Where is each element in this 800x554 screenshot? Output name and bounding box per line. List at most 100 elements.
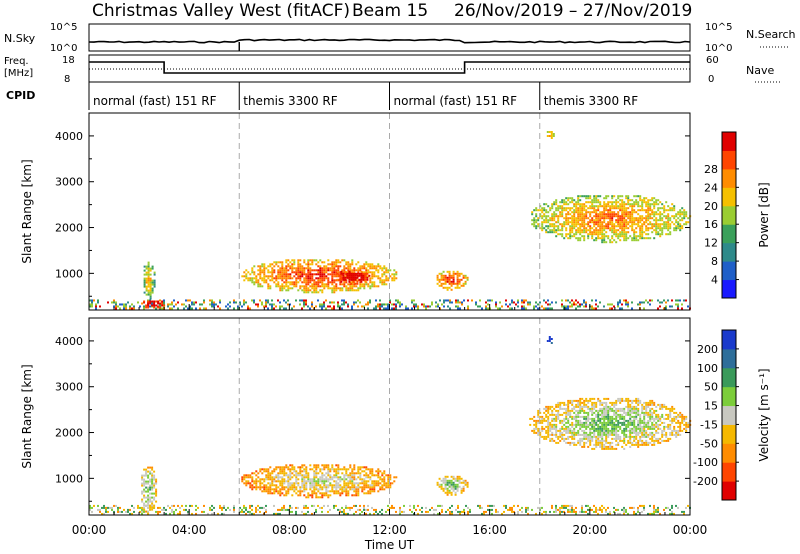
echo-cell [581,225,584,228]
echo-cell [557,405,560,408]
echo-cell [623,441,626,444]
echo-cell [391,277,394,280]
scatter-cell [537,307,539,310]
scatter-cell [185,305,187,308]
echo-cell [565,431,568,434]
scatter-cell [461,301,463,304]
scatter-cell [585,301,587,304]
echo-cell [635,411,638,414]
echo-cell [458,479,461,482]
echo-cell [623,423,626,426]
scatter-cell [607,303,609,306]
echo-cell [593,207,596,210]
echo-cell [147,494,150,497]
echo-cell [353,271,356,274]
scatter-cell [363,506,365,509]
echo-cell [283,472,286,475]
scatter-cell [571,303,573,306]
echo-cell [151,291,154,294]
echo-cell [285,285,288,288]
echo-cell [362,276,365,279]
echo-cell [657,439,660,442]
echo-cell [575,217,578,220]
scatter-cell [579,510,581,513]
echo-cell [283,468,286,471]
echo-cell [609,229,612,232]
echo-cell [619,233,622,236]
echo-cell [607,223,610,226]
echo-cell [635,425,638,428]
echo-cell [647,219,650,222]
scatter-cell [191,303,193,306]
echo-cell [551,425,554,428]
echo-cell [585,405,588,408]
echo-cell [571,441,574,444]
echo-cell [615,401,618,404]
echo-cell [347,289,350,292]
echo-cell [651,403,654,406]
echo-cell [331,283,334,286]
echo-cell [295,476,298,479]
echo-cell [311,468,314,471]
echo-cell [359,472,362,475]
echo-cell [381,279,384,282]
scatter-cell [563,305,565,308]
echo-cell [456,276,459,279]
echo-cell [647,215,650,218]
echo-cell [625,423,628,426]
echo-cell [442,276,445,279]
scatter-cell [641,504,643,507]
echo-cell [683,209,686,212]
echo-cell [335,263,338,266]
echo-cell [289,275,292,278]
echo-cell [387,478,390,481]
echo-cell [389,476,392,479]
cpid-panel: CPID normal (fast) 151 RF themis 3300 RF n… [6,82,638,110]
echo-cell [261,472,264,475]
scatter-cell [125,303,127,306]
echo-cell [446,481,449,484]
echo-cell [319,476,322,479]
echo-cell [362,272,365,275]
echo-cell [651,399,654,402]
scatter-cell [595,510,597,513]
echo-cell [615,427,618,430]
echo-cell [679,223,682,226]
echo-cell [317,496,320,499]
echo-cell [573,423,576,426]
echo-cell [291,259,294,262]
echo-cell [367,285,370,288]
echo-cell [143,291,146,294]
echo-cell [325,269,328,272]
echo-cell [543,221,546,224]
echo-cell [257,269,260,272]
echo-cell [597,431,600,434]
scatter-cell [387,305,389,308]
echo-cell [681,217,684,220]
echo-cell [615,203,618,206]
echo-cell [321,271,324,274]
echo-cell [454,282,457,285]
echo-cell [647,443,650,446]
echo-cell [375,480,378,483]
echo-cell [305,263,308,266]
echo-cell [283,271,286,274]
echo-cell [541,419,544,422]
scatter-cell [495,510,497,513]
echo-cell [373,275,376,278]
echo-cell [343,285,346,288]
scatter-cell [507,305,509,308]
scatter-cell [575,307,577,310]
echo-cell [151,502,154,505]
scatter-cell [187,512,189,515]
scatter-cell [127,510,129,513]
echo-cell [279,285,282,288]
echo-cell [603,413,606,416]
echo-cell [573,227,576,230]
echo-cell [360,274,363,277]
echo-cell [617,443,620,446]
scatter-cell [165,508,167,511]
scatter-cell [491,504,493,507]
echo-cell [651,433,654,436]
echo-cell [639,427,642,430]
